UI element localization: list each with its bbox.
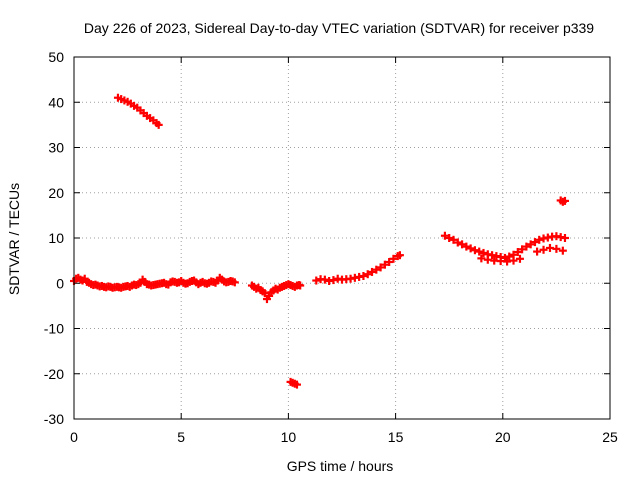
data-point — [477, 254, 486, 263]
y-tick-label: 10 — [48, 230, 64, 246]
data-point — [320, 275, 329, 284]
data-point — [380, 260, 389, 269]
data-point — [479, 248, 488, 257]
data-point — [522, 242, 531, 251]
data-point — [530, 238, 539, 247]
x-tick-label: 10 — [281, 429, 297, 445]
data-point — [552, 244, 561, 253]
x-tick-label: 15 — [388, 429, 404, 445]
data-point — [535, 235, 544, 244]
x-tick-labels: 0 5 10 15 20 25 — [70, 429, 618, 445]
chart-title: Day 226 of 2023, Sidereal Day-to-day VTE… — [84, 20, 594, 36]
y-tick-label: 30 — [48, 140, 64, 156]
data-point — [385, 257, 394, 266]
data-point — [515, 254, 524, 263]
data-point — [368, 267, 377, 276]
x-axis-label: GPS time / hours — [287, 458, 394, 474]
data-point — [526, 240, 535, 249]
data-point — [230, 278, 239, 287]
data-point — [372, 265, 381, 274]
data-point — [292, 380, 301, 389]
data-point — [513, 248, 522, 257]
data-point — [363, 270, 372, 279]
y-tick-label: 50 — [48, 49, 64, 65]
data-point — [466, 244, 475, 253]
data-point — [560, 234, 569, 242]
y-tick-label: 40 — [48, 94, 64, 110]
x-tick-label: 20 — [495, 429, 511, 445]
data-point — [376, 263, 385, 272]
data-point — [539, 245, 548, 254]
data-point — [395, 251, 404, 260]
y-axis-label: SDTVAR / TECUs — [6, 183, 22, 295]
axis-ticks — [73, 56, 611, 420]
data-points — [70, 93, 569, 389]
y-tick-label: -20 — [44, 366, 64, 382]
data-point — [445, 234, 454, 242]
y-tick-labels: -30 -20 -10 0 10 20 30 40 50 — [44, 49, 64, 427]
data-point — [312, 276, 321, 285]
data-point — [296, 281, 305, 290]
data-point — [462, 242, 471, 251]
data-point — [475, 247, 484, 256]
data-point — [440, 231, 449, 240]
data-point — [509, 256, 518, 265]
data-point — [558, 246, 567, 255]
data-point — [449, 235, 458, 244]
data-point — [453, 238, 462, 247]
y-tick-label: -10 — [44, 321, 64, 337]
x-tick-label: 5 — [177, 429, 185, 445]
data-point — [518, 245, 527, 254]
data-point — [470, 246, 479, 255]
data-point — [458, 240, 467, 249]
y-tick-label: 20 — [48, 185, 64, 201]
data-point — [154, 120, 163, 129]
y-tick-label: 0 — [56, 275, 64, 291]
data-point — [359, 272, 368, 281]
y-tick-label: -30 — [44, 411, 64, 427]
data-point — [560, 196, 569, 205]
data-point — [329, 276, 338, 285]
x-tick-label: 0 — [70, 429, 78, 445]
x-tick-label: 25 — [602, 429, 618, 445]
data-point — [505, 252, 514, 261]
data-point — [533, 247, 542, 256]
data-point — [389, 254, 398, 263]
